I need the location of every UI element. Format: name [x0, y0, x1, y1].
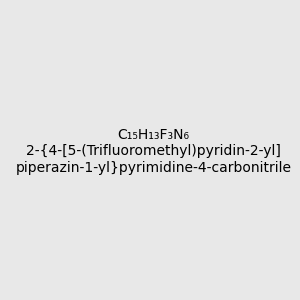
Text: C₁₅H₁₃F₃N₆
2-{4-[5-(Trifluoromethyl)pyridin-2-yl]
piperazin-1-yl}pyrimidine-4-ca: C₁₅H₁₃F₃N₆ 2-{4-[5-(Trifluoromethyl)pyri… — [16, 128, 292, 175]
